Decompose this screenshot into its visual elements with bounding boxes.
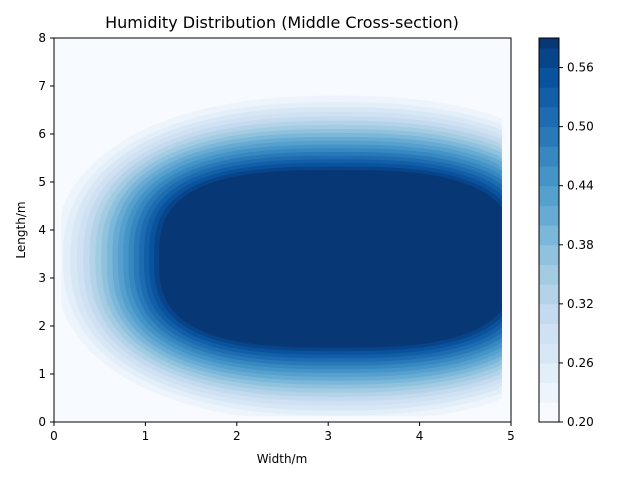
colorbar-frame [538, 37, 560, 423]
colorbar-tick-label: 0.38 [567, 238, 594, 252]
chart-title: Humidity Distribution (Middle Cross-sect… [105, 13, 459, 32]
colorbar: 0.20 0.26 0.32 0.38 0.44 0.50 0.56 [538, 37, 594, 429]
colorbar-band [539, 303, 559, 325]
colorbar-band [539, 284, 559, 305]
y-tick-label: 5 [38, 175, 46, 189]
y-tick-label: 0 [38, 415, 46, 429]
contour-layer [61, 95, 502, 417]
x-axis-label: Width/m [257, 452, 308, 466]
colorbar-tick-label: 0.50 [567, 120, 594, 134]
colorbar-tick-label: 0.32 [567, 297, 594, 311]
x-tick-label: 2 [233, 429, 241, 443]
y-tick-label: 1 [38, 367, 46, 381]
colorbar-band [539, 205, 559, 226]
x-tick-label: 4 [416, 429, 424, 443]
y-tick-label: 3 [38, 271, 46, 285]
colorbar-band [539, 87, 559, 108]
x-tick-label: 3 [324, 429, 332, 443]
colorbar-tick-label: 0.20 [567, 415, 594, 429]
x-tick-label: 0 [50, 429, 58, 443]
colorbar-band [539, 264, 559, 285]
x-tick-label: 1 [142, 429, 150, 443]
colorbar-band [539, 38, 559, 49]
colorbar-band [539, 166, 559, 187]
colorbar-band [539, 106, 559, 128]
colorbar-band [539, 323, 559, 344]
colorbar-bands [539, 38, 559, 423]
y-tick-label: 2 [38, 319, 46, 333]
colorbar-tick-label: 0.56 [567, 61, 594, 75]
x-tick-label: 5 [507, 429, 515, 443]
colorbar-ticks: 0.20 0.26 0.32 0.38 0.44 0.50 0.56 [559, 61, 594, 429]
colorbar-tick-label: 0.26 [567, 356, 594, 370]
colorbar-band [539, 343, 559, 364]
y-tick-label: 8 [38, 31, 46, 45]
y-axis-label: Length/m [14, 201, 28, 258]
y-tick-label: 4 [38, 223, 46, 237]
y-axis: 0 1 2 3 4 5 6 7 8 [38, 31, 54, 429]
y-tick-label: 6 [38, 127, 46, 141]
colorbar-band [539, 244, 559, 265]
plot-area [53, 37, 512, 423]
colorbar-tick-label: 0.44 [567, 179, 594, 193]
contour-band [159, 170, 502, 348]
colorbar-band [539, 362, 559, 384]
colorbar-band [539, 402, 559, 423]
colorbar-band [539, 47, 559, 69]
colorbar-band [539, 126, 559, 147]
colorbar-band [539, 382, 559, 403]
y-tick-label: 7 [38, 79, 46, 93]
x-axis: 0 1 2 3 4 5 [50, 422, 515, 443]
colorbar-band [539, 185, 559, 206]
colorbar-band [539, 225, 559, 246]
colorbar-band [539, 67, 559, 88]
colorbar-band [539, 146, 559, 167]
